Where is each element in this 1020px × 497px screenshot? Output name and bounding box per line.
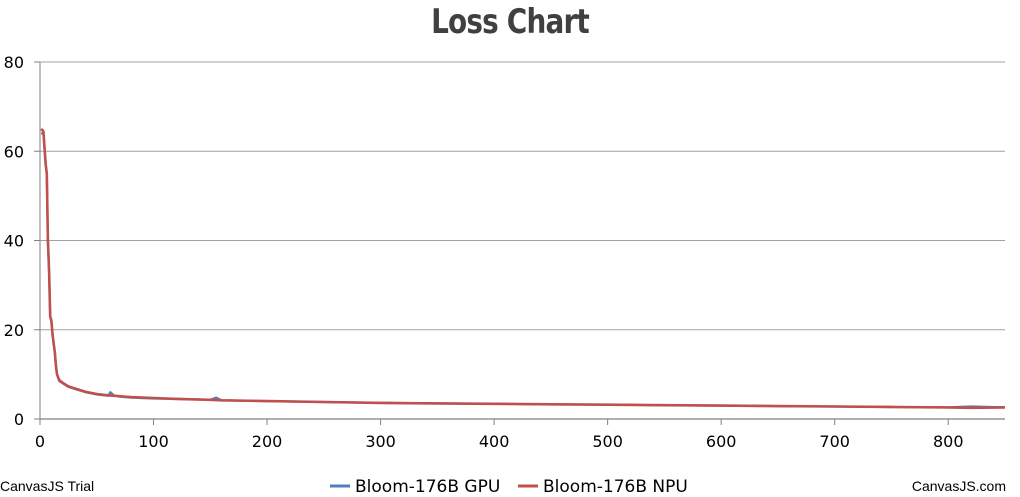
x-tick-label: 600 (706, 432, 737, 451)
x-tick-label: 400 (479, 432, 510, 451)
y-tick-label: 0 (14, 410, 24, 429)
legend[interactable]: Bloom-176B GPU Bloom-176B NPU (330, 477, 688, 497)
x-tick-label: 500 (592, 432, 623, 451)
x-tick-label: 0 (35, 432, 45, 451)
chart-title: Loss Chart (431, 2, 590, 42)
y-tick-label: 80 (4, 53, 24, 72)
legend-label: Bloom-176B NPU (543, 477, 688, 497)
series-lines (40, 127, 1006, 410)
y-tick-label: 20 (4, 321, 24, 340)
series-line-2 (40, 127, 1006, 410)
y-tick-label: 60 (4, 142, 24, 161)
x-tick-label: 300 (365, 432, 396, 451)
x-tick-label: 700 (819, 432, 850, 451)
series-line-1 (41, 132, 1006, 409)
y-tick-label: 40 (4, 232, 24, 251)
legend-item-1[interactable]: Bloom-176B GPU (330, 477, 500, 497)
x-tick-label: 100 (138, 432, 169, 451)
legend-label: Bloom-176B GPU (355, 477, 500, 497)
legend-item-2[interactable]: Bloom-176B NPU (518, 477, 688, 497)
x-tick-label: 800 (933, 432, 964, 451)
grid-lines (40, 61, 1005, 331)
x-tick-label: 200 (252, 432, 283, 451)
credit-link[interactable]: CanvasJS.com (911, 478, 1006, 494)
credit-trial-label: CanvasJS Trial (0, 478, 95, 494)
